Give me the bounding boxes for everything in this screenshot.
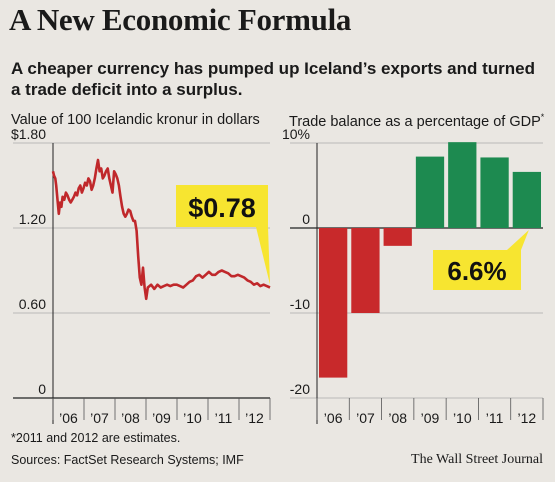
kronur-value-line: [51, 158, 271, 301]
x-tick-label: ’12: [245, 410, 264, 426]
x-tick-label: ’08: [388, 410, 407, 426]
x-tick-label: ’10: [183, 410, 202, 426]
x-tick-label: ’09: [152, 410, 171, 426]
callout-box: [433, 250, 521, 290]
bar-1: [351, 228, 380, 313]
right-panel-title: Trade balance as a percentage of GDP*: [289, 112, 544, 130]
footnote: *2011 and 2012 are estimates.: [11, 431, 181, 445]
y-tick-label: 10%: [282, 126, 310, 142]
bar-0: [319, 228, 348, 378]
x-tick-label: ’07: [90, 410, 109, 426]
y-tick-label: 0: [38, 381, 46, 397]
x-tick-label: ’06: [59, 410, 78, 426]
y-tick-label: 0.60: [19, 296, 46, 312]
right-panel-title-text: Trade balance as a percentage of GDP: [289, 113, 541, 130]
y-tick-label: $1.80: [11, 126, 46, 142]
x-tick-label: ’11: [486, 410, 504, 426]
callout-pointer: [256, 227, 270, 285]
publisher-credit: The Wall Street Journal: [411, 452, 543, 467]
bar-2: [383, 228, 412, 246]
bar-6: [512, 171, 541, 228]
right-panel-title-note: *: [540, 112, 545, 122]
left-panel-title: Value of 100 Icelandic kronur in dollars: [11, 112, 260, 128]
x-tick-label: ’09: [421, 410, 440, 426]
x-tick-label: ’11: [215, 410, 233, 426]
bar-5: [480, 157, 509, 228]
y-tick-label: 1.20: [19, 211, 46, 227]
y-tick-label: -10: [290, 296, 310, 312]
callout-pointer: [507, 230, 529, 250]
bar-4: [448, 142, 477, 228]
bar-3: [415, 156, 445, 228]
x-tick-label: ’08: [121, 410, 140, 426]
callout-value: 6.6%: [447, 256, 506, 286]
y-tick-label: -20: [290, 381, 310, 397]
x-tick-label: ’06: [324, 410, 343, 426]
y-tick-label: 0: [302, 211, 310, 227]
x-tick-label: ’12: [518, 410, 537, 426]
callout-value: $0.78: [188, 193, 256, 223]
callout-box: [176, 185, 268, 227]
chart-subtitle: A cheaper currency has pumped up Iceland…: [11, 59, 535, 99]
x-tick-label: ’07: [356, 410, 375, 426]
x-tick-label: ’10: [453, 410, 472, 426]
sources: Sources: FactSet Research Systems; IMF: [11, 453, 244, 467]
chart-title: A New Economic Formula: [9, 2, 352, 37]
